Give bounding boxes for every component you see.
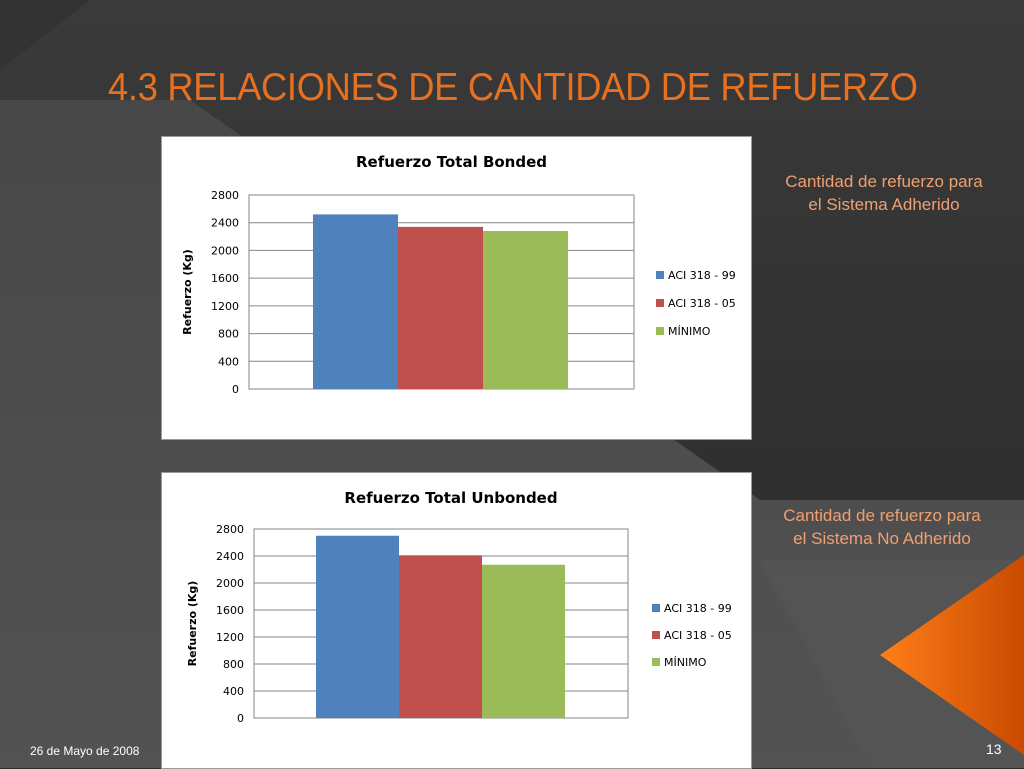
legend-swatch bbox=[656, 299, 664, 307]
y-tick-label: 2400 bbox=[216, 550, 244, 563]
bar bbox=[483, 231, 568, 389]
legend-swatch bbox=[652, 604, 660, 612]
legend-label: ACI 318 - 05 bbox=[664, 629, 732, 642]
page-number: 13 bbox=[986, 741, 1002, 757]
y-tick-label: 2400 bbox=[211, 217, 239, 230]
bar bbox=[316, 535, 399, 718]
y-tick-label: 0 bbox=[237, 712, 244, 725]
y-tick-label: 1600 bbox=[211, 272, 239, 285]
bar bbox=[482, 564, 565, 718]
y-tick-label: 400 bbox=[218, 355, 239, 368]
y-tick-label: 1600 bbox=[216, 604, 244, 617]
y-tick-label: 800 bbox=[218, 328, 239, 341]
orange-accent-shape bbox=[880, 555, 1024, 755]
y-tick-label: 800 bbox=[223, 658, 244, 671]
legend-swatch bbox=[652, 658, 660, 666]
legend-label: ACI 318 - 05 bbox=[668, 297, 736, 310]
note-bonded: Cantidad de refuerzo para el Sistema Adh… bbox=[785, 172, 983, 214]
bar bbox=[398, 226, 483, 389]
chart-title: Refuerzo Total Bonded bbox=[356, 153, 547, 171]
bar bbox=[399, 555, 482, 718]
note-unbonded: Cantidad de refuerzo para el Sistema No … bbox=[783, 506, 981, 548]
legend-swatch bbox=[652, 631, 660, 639]
y-tick-label: 2800 bbox=[216, 523, 244, 536]
y-tick-label: 0 bbox=[232, 383, 239, 396]
footer-date: 26 de Mayo de 2008 bbox=[30, 744, 140, 758]
y-tick-label: 1200 bbox=[216, 631, 244, 644]
legend-swatch bbox=[656, 271, 664, 279]
legend-label: MÍNIMO bbox=[668, 325, 711, 338]
y-tick-label: 2000 bbox=[216, 577, 244, 590]
y-tick-label: 2000 bbox=[211, 244, 239, 257]
y-tick-label: 1200 bbox=[211, 300, 239, 313]
legend-label: MÍNIMO bbox=[664, 656, 707, 669]
chart-title: Refuerzo Total Unbonded bbox=[344, 489, 557, 507]
bar bbox=[313, 214, 398, 389]
chart-panel-bonded: Refuerzo Total Bonded 0 400 800 1200 1600 2000… bbox=[161, 136, 752, 440]
y-axis-label: Refuerzo (Kg) bbox=[181, 249, 194, 335]
y-tick-label: 400 bbox=[223, 685, 244, 698]
legend-label: ACI 318 - 99 bbox=[668, 269, 736, 282]
chart-panel-unbonded: Refuerzo Total Unbonded 0 400 800 1200 1600 20… bbox=[161, 472, 752, 769]
y-axis-label: Refuerzo (Kg) bbox=[186, 581, 199, 667]
legend-swatch bbox=[656, 327, 664, 335]
legend-label: ACI 318 - 99 bbox=[664, 602, 732, 615]
slide-title: 4.3 RELACIONES DE CANTIDAD DE REFUERZO bbox=[108, 66, 918, 109]
bonded-chart: Refuerzo Total Bonded 0 400 800 1200 1600 2000… bbox=[181, 153, 736, 396]
y-tick-label: 2800 bbox=[211, 189, 239, 202]
unbonded-chart: Refuerzo Total Unbonded 0 400 800 1200 1600 20… bbox=[186, 489, 732, 725]
